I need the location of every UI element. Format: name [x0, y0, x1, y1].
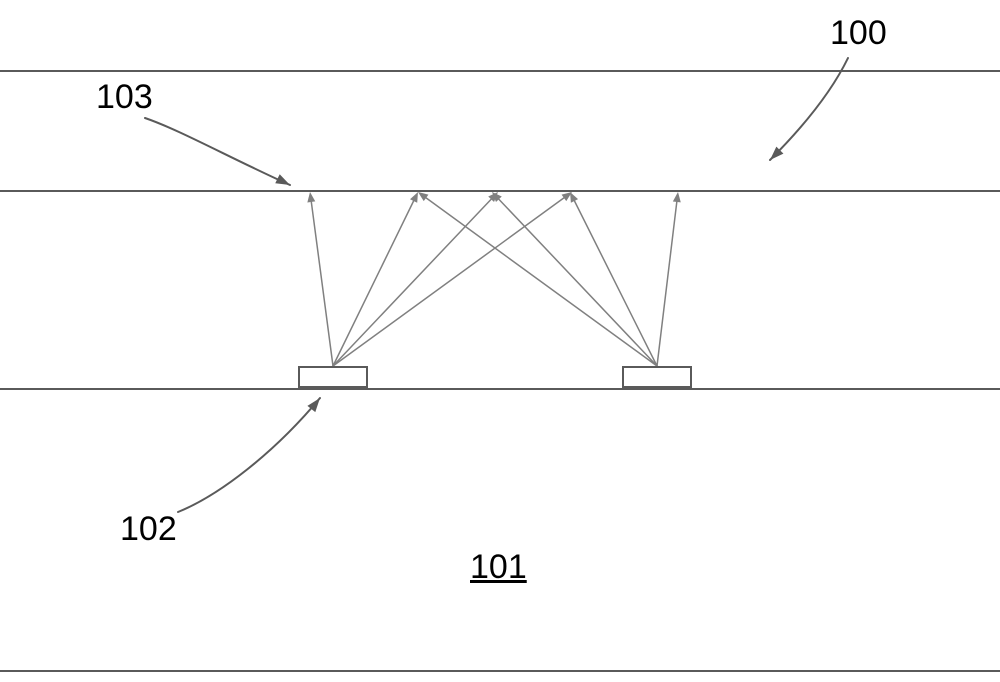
line-top-outer: [0, 70, 1000, 72]
diagram-root: 100 103 102 101: [0, 0, 1000, 682]
line-middle: [0, 388, 1000, 390]
label-100: 100: [830, 14, 887, 53]
line-top-inner: [0, 190, 1000, 192]
label-103: 103: [96, 78, 153, 117]
label-102: 102: [120, 510, 177, 549]
line-bottom: [0, 670, 1000, 672]
label-101: 101: [470, 548, 527, 587]
emitter-right: [622, 366, 692, 388]
emitter-left: [298, 366, 368, 388]
